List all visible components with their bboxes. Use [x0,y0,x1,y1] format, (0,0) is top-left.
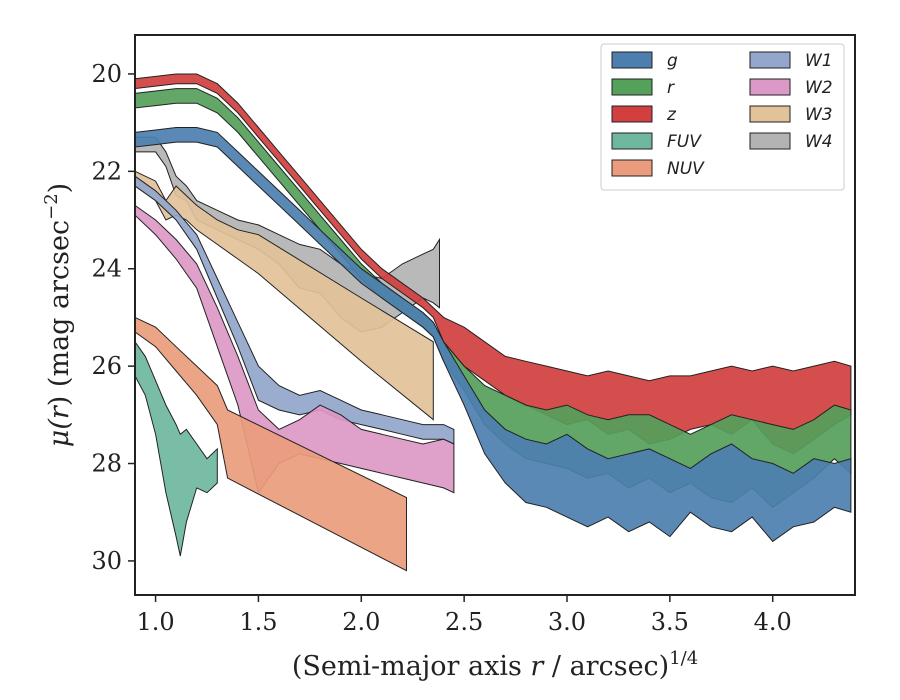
x-tick-label: 1.5 [239,608,277,636]
x-tick-label: 3.5 [651,608,689,636]
y-tick-label: 28 [91,450,122,478]
legend-swatch-w1 [749,51,791,69]
x-tick-label: 2.5 [445,608,483,636]
legend-swatch-w3 [749,105,791,123]
y-tick-label: 26 [91,352,122,380]
x-axis: 1.0 1.5 2.0 2.5 3.0 3.5 4.0 [136,595,792,636]
legend-label-z: z [666,105,677,125]
legend-label-w4: W4 [805,132,833,152]
y-tick-label: 24 [91,255,122,283]
x-tick-label: 3.0 [548,608,586,636]
legend-label-g: g [667,51,678,71]
band-nuv [134,316,407,572]
y-axis-label: μ(r) (mag arcsec−2) [41,183,75,447]
x-tick-label: 1.0 [136,608,174,636]
plot-frame [134,34,856,596]
y-tick-label: 30 [91,547,122,575]
legend-swatch-w4 [749,132,791,150]
legend-swatch-r [611,78,653,96]
x-tick-label: 4.0 [754,608,792,636]
legend-label-nuv: NUV [667,159,705,179]
legend-swatch-g [611,51,653,69]
legend-label-fuv: FUV [667,132,702,152]
x-tick-label: 2.0 [342,608,380,636]
y-axis: 20 22 24 26 28 30 [91,60,135,575]
legend-swatch-w2 [749,78,791,96]
legend-label-w2: W2 [805,78,833,98]
band-g [134,127,852,543]
legend-swatch-fuv [611,132,653,150]
band-w2 [134,204,455,494]
legend: grz FUV NUV W1 W2 W3 W4 [600,43,845,191]
legend-label-w3: W3 [805,105,833,125]
legend-label-w1: W1 [805,51,833,71]
x-axis-label: (Semi-major axis r / arcsec)1/4 [292,648,698,682]
y-tick-label: 22 [91,157,122,185]
legend-label-r: r [667,78,675,98]
bands-layer [134,73,852,572]
band-fuv [134,340,218,557]
legend-swatch-z [611,105,653,123]
y-tick-label: 20 [91,60,122,88]
legend-swatch-nuv [611,159,653,177]
